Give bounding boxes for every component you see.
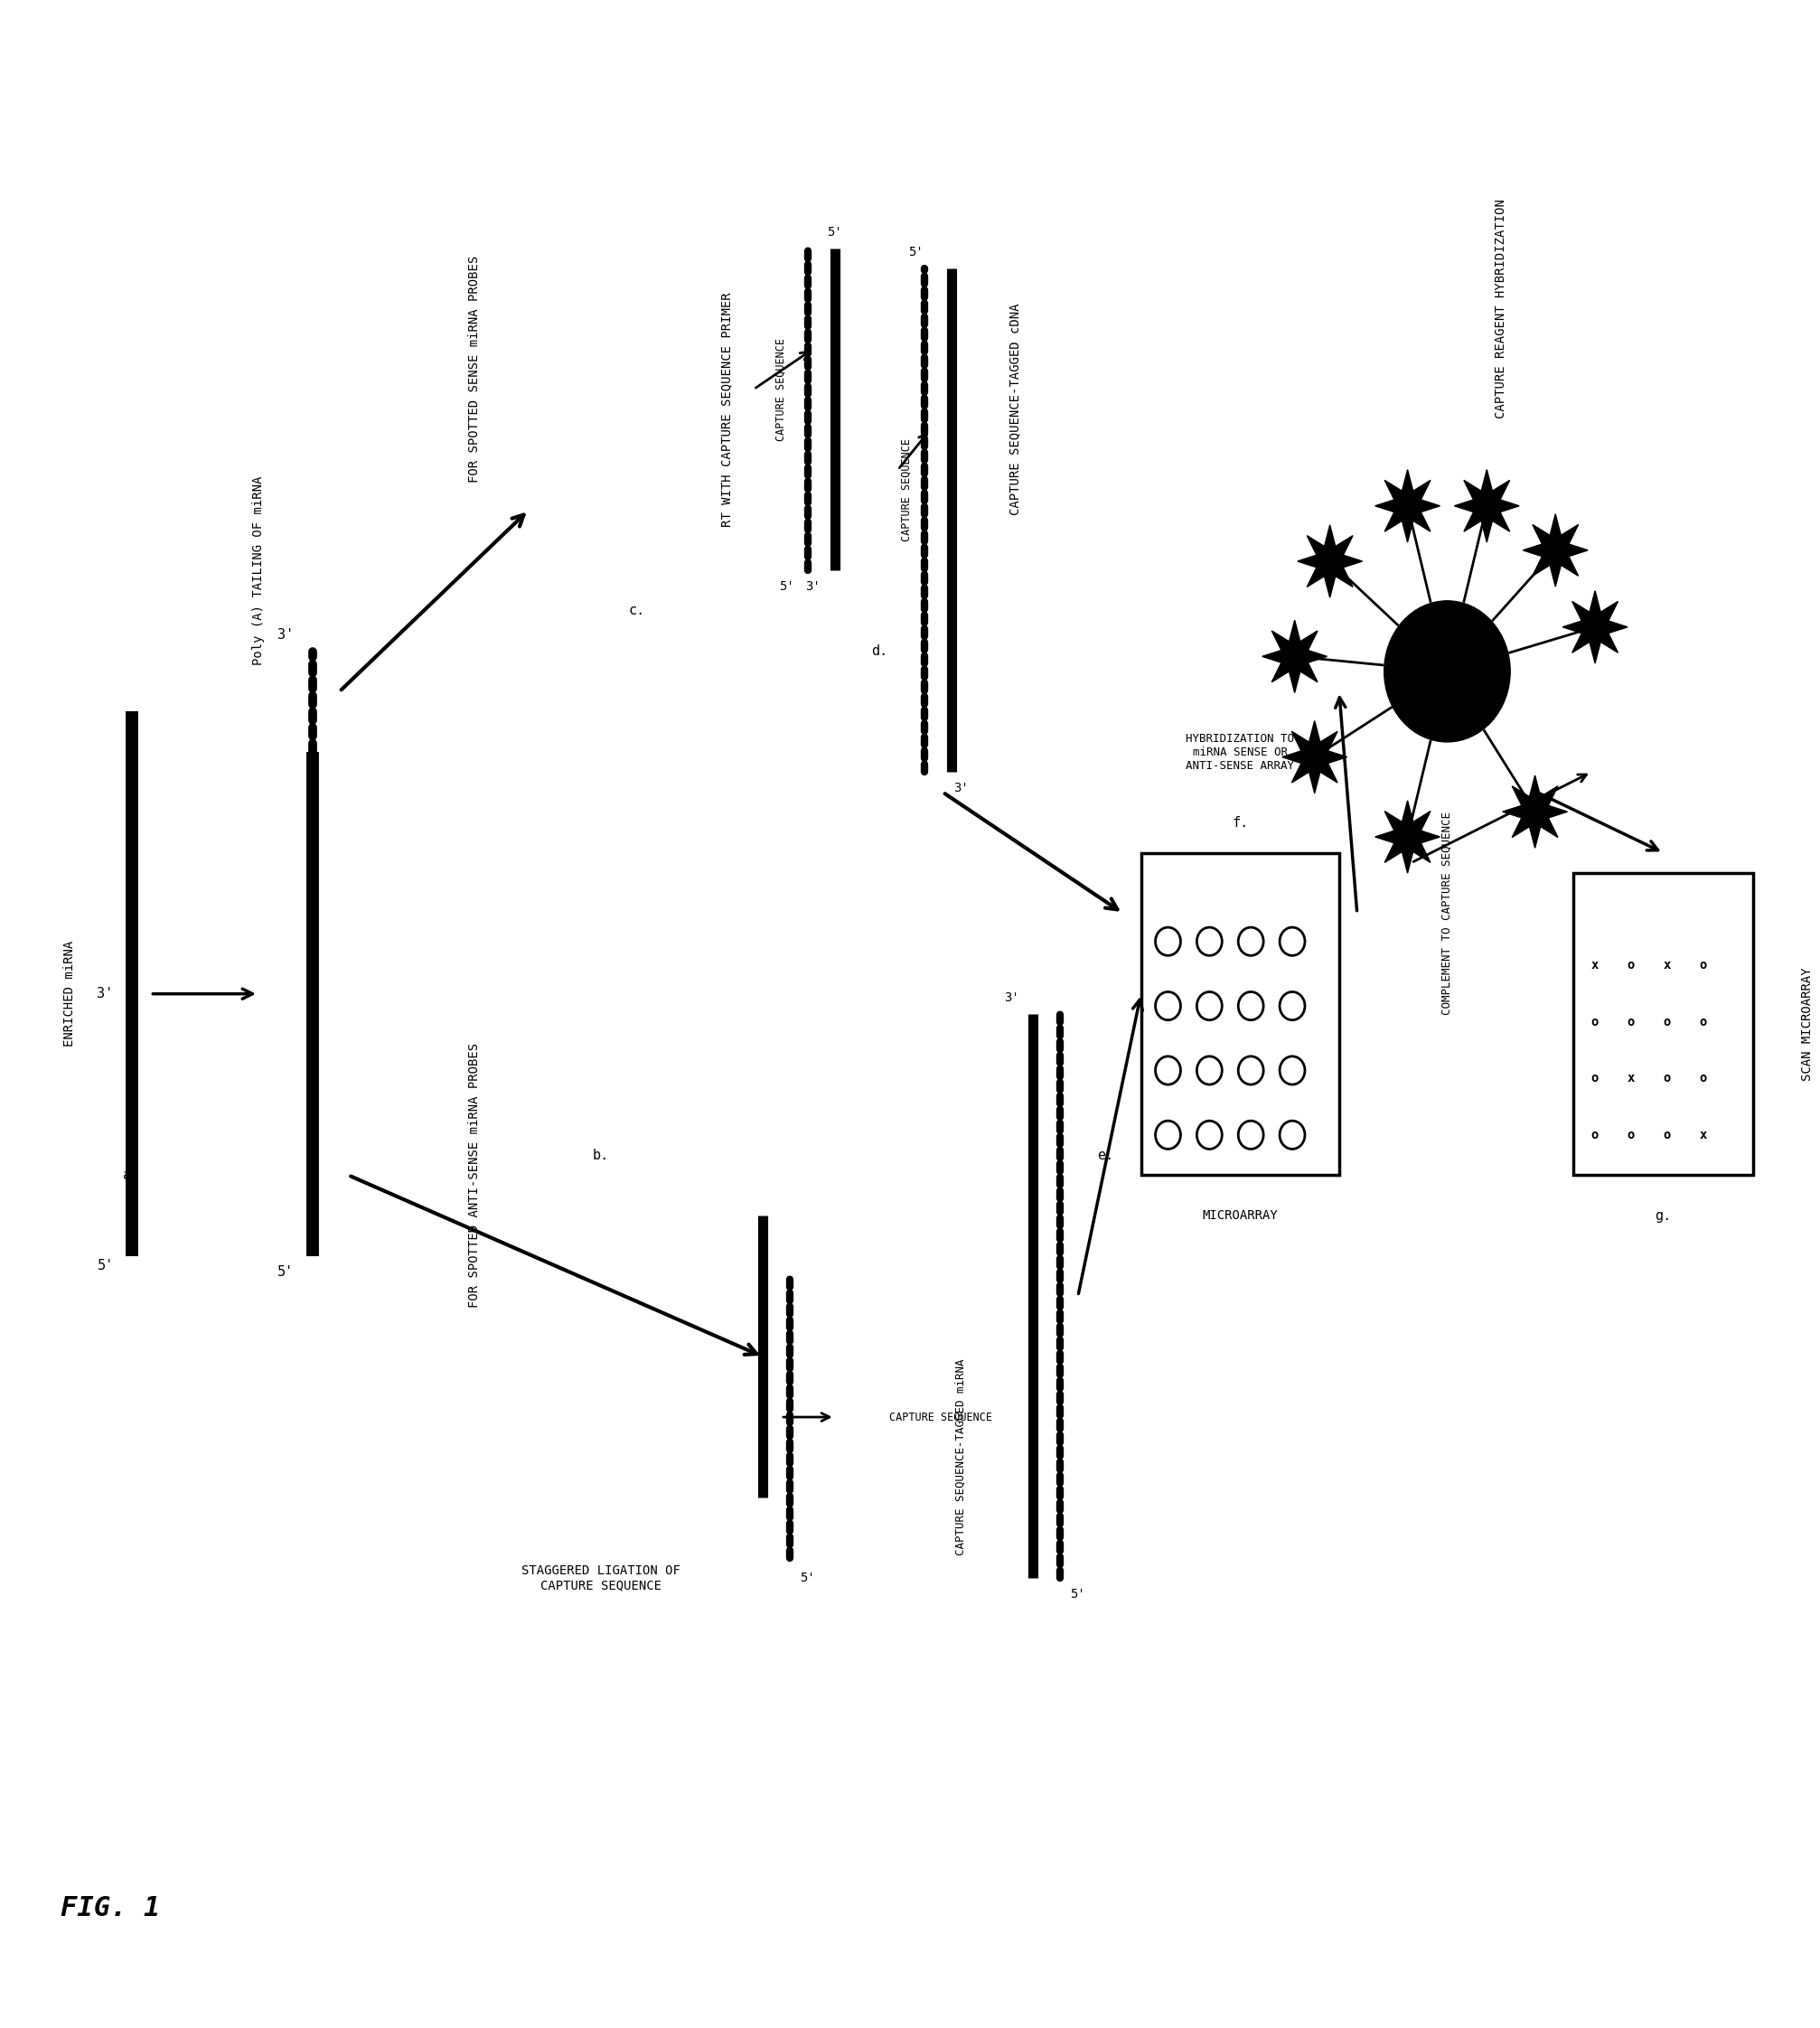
Text: o: o xyxy=(1627,1130,1634,1142)
Text: 3': 3' xyxy=(806,580,821,592)
Text: CAPTURE SEQUENCE-TAGGED miRNA: CAPTURE SEQUENCE-TAGGED miRNA xyxy=(956,1359,966,1555)
Polygon shape xyxy=(1563,590,1627,663)
Text: o: o xyxy=(1700,1073,1707,1085)
Text: f.: f. xyxy=(1232,815,1249,829)
Bar xyxy=(1572,872,1753,1176)
Text: 5': 5' xyxy=(1070,1588,1085,1600)
Text: MICROARRAY: MICROARRAY xyxy=(1203,1209,1278,1223)
Text: FIG. 1: FIG. 1 xyxy=(60,1894,160,1921)
Text: d.: d. xyxy=(872,645,888,657)
Polygon shape xyxy=(1376,801,1440,874)
Text: o: o xyxy=(1700,959,1707,971)
Text: 5': 5' xyxy=(801,1572,815,1584)
Text: FOR SPOTTED SENSE miRNA PROBES: FOR SPOTTED SENSE miRNA PROBES xyxy=(468,256,480,483)
Text: RT WITH CAPTURE SEQUENCE PRIMER: RT WITH CAPTURE SEQUENCE PRIMER xyxy=(721,292,733,527)
Text: 3': 3' xyxy=(954,783,968,795)
Text: SCAN MICROARRAY: SCAN MICROARRAY xyxy=(1802,967,1815,1081)
Text: COMPLEMENT TO CAPTURE SEQUENCE: COMPLEMENT TO CAPTURE SEQUENCE xyxy=(1441,811,1452,1014)
Text: a.: a. xyxy=(124,1168,140,1182)
Text: CAPTURE SEQUENCE-TAGGED cDNA: CAPTURE SEQUENCE-TAGGED cDNA xyxy=(1008,304,1021,515)
Text: 5': 5' xyxy=(828,225,843,239)
Polygon shape xyxy=(1376,470,1440,541)
Text: HYBRIDIZATION TO
miRNA SENSE OR
ANTI-SENSE ARRAY: HYBRIDIZATION TO miRNA SENSE OR ANTI-SEN… xyxy=(1187,732,1294,771)
Text: o: o xyxy=(1591,1016,1598,1028)
Polygon shape xyxy=(1281,720,1347,793)
Polygon shape xyxy=(1503,775,1567,848)
Text: 3': 3' xyxy=(277,629,293,643)
Text: x: x xyxy=(1591,959,1598,971)
Text: o: o xyxy=(1591,1130,1598,1142)
Text: x: x xyxy=(1663,959,1671,971)
Text: o: o xyxy=(1627,959,1634,971)
Text: CAPTURE REAGENT HYBRIDIZATION: CAPTURE REAGENT HYBRIDIZATION xyxy=(1494,199,1507,418)
Text: x: x xyxy=(1700,1130,1707,1142)
Text: o: o xyxy=(1663,1016,1671,1028)
Text: Poly (A) TAILING OF miRNA: Poly (A) TAILING OF miRNA xyxy=(253,477,264,665)
Text: o: o xyxy=(1663,1073,1671,1085)
Text: 5': 5' xyxy=(96,1259,113,1274)
Text: b.: b. xyxy=(592,1148,610,1162)
Polygon shape xyxy=(1454,470,1520,541)
Text: g.: g. xyxy=(1654,1209,1671,1223)
Polygon shape xyxy=(1263,621,1327,694)
Text: 5': 5' xyxy=(908,245,923,258)
Text: 5': 5' xyxy=(277,1265,293,1280)
Text: ENRICHED miRNA: ENRICHED miRNA xyxy=(64,941,76,1046)
Text: 3': 3' xyxy=(96,988,113,1000)
Text: CAPTURE SEQUENCE: CAPTURE SEQUENCE xyxy=(888,1411,992,1424)
Text: CAPTURE SEQUENCE: CAPTURE SEQUENCE xyxy=(901,438,912,541)
Text: c.: c. xyxy=(628,604,644,619)
Text: FOR SPOTTED ANTI-SENSE miRNA PROBES: FOR SPOTTED ANTI-SENSE miRNA PROBES xyxy=(468,1042,480,1308)
Text: o: o xyxy=(1700,1016,1707,1028)
Polygon shape xyxy=(1523,513,1587,586)
Text: x: x xyxy=(1627,1073,1634,1085)
Text: o: o xyxy=(1591,1073,1598,1085)
Text: 5': 5' xyxy=(779,580,794,592)
Polygon shape xyxy=(1298,525,1363,598)
Text: CAPTURE SEQUENCE: CAPTURE SEQUENCE xyxy=(775,339,786,440)
Text: o: o xyxy=(1627,1016,1634,1028)
Text: o: o xyxy=(1663,1130,1671,1142)
Bar xyxy=(1141,852,1340,1176)
Text: e.: e. xyxy=(1097,1148,1114,1162)
Text: 3': 3' xyxy=(1005,992,1019,1004)
Text: STAGGERED LIGATION OF
CAPTURE SEQUENCE: STAGGERED LIGATION OF CAPTURE SEQUENCE xyxy=(521,1566,681,1592)
Circle shape xyxy=(1385,600,1511,742)
